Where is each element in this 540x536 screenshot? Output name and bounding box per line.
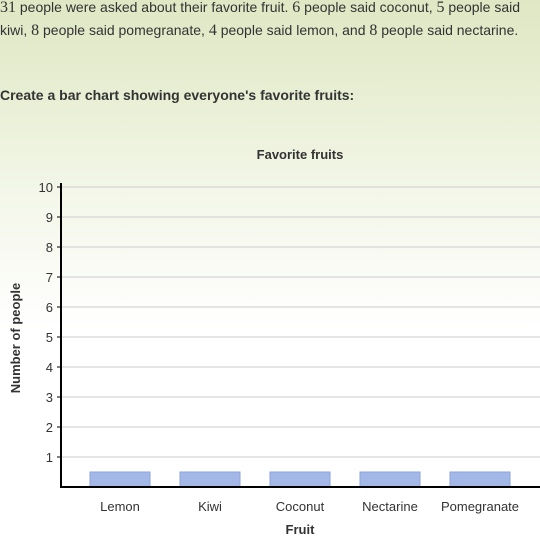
bars [89, 471, 511, 488]
problem-text: people said coconut, [300, 0, 437, 15]
bar-chart: Favorite fruits 1 2 3 4 5 6 7 8 9 10 Lemon Kiwi Coc… [8, 147, 540, 536]
x-axis-title: Fruit [286, 522, 316, 536]
bar-lemon[interactable] [89, 471, 151, 488]
y-tick-label: 2 [46, 420, 53, 435]
bar-nectarine[interactable] [359, 471, 421, 488]
problem-text: people said lemon, and [216, 22, 370, 38]
kiwi-count: 5 [436, 0, 445, 16]
x-tick-labels: Lemon Kiwi Coconut Nectarine Pomegranate [100, 499, 519, 514]
y-tick-label: 10 [39, 180, 53, 195]
y-tick-labels: 1 2 3 4 5 6 7 8 9 10 [39, 180, 61, 465]
y-tick-label: 8 [46, 240, 53, 255]
problem-text: people said nectarine. [377, 22, 519, 38]
lemon-count: 4 [208, 22, 217, 39]
y-tick-label: 9 [46, 210, 53, 225]
x-tick-label-kiwi: Kiwi [198, 499, 222, 514]
nectarine-count: 8 [369, 22, 378, 39]
axes [60, 183, 540, 488]
bar-pomegranate[interactable] [449, 471, 511, 488]
grid-lines [61, 186, 540, 458]
y-axis-title: Number of people [8, 283, 23, 394]
total-count: 31 [0, 0, 16, 16]
x-tick-label-pomegranate: Pomegranate [441, 499, 519, 514]
bar-coconut[interactable] [269, 471, 331, 488]
pomegranate-count: 8 [31, 22, 40, 39]
problem-text: people were asked about their favorite f… [16, 0, 293, 15]
y-tick-label: 7 [46, 270, 53, 285]
coconut-count: 6 [292, 0, 301, 16]
y-tick-label: 6 [46, 300, 53, 315]
problem-statement: 31 people were asked about their favorit… [0, 0, 536, 42]
y-tick-label: 4 [46, 360, 53, 375]
chart-title: Favorite fruits [257, 147, 344, 162]
y-tick-label: 1 [46, 450, 53, 465]
x-tick-label-lemon: Lemon [100, 499, 140, 514]
problem-text: people said pomegranate, [39, 22, 209, 38]
x-tick-label-coconut: Coconut [276, 499, 325, 514]
bar-kiwi[interactable] [179, 471, 241, 488]
y-tick-label: 5 [46, 330, 53, 345]
problem-text: people said kiwi, [0, 0, 521, 38]
y-tick-label: 3 [46, 390, 53, 405]
x-tick-label-nectarine: Nectarine [362, 499, 418, 514]
instruction-prompt: Create a bar chart showing everyone's fa… [0, 87, 355, 103]
